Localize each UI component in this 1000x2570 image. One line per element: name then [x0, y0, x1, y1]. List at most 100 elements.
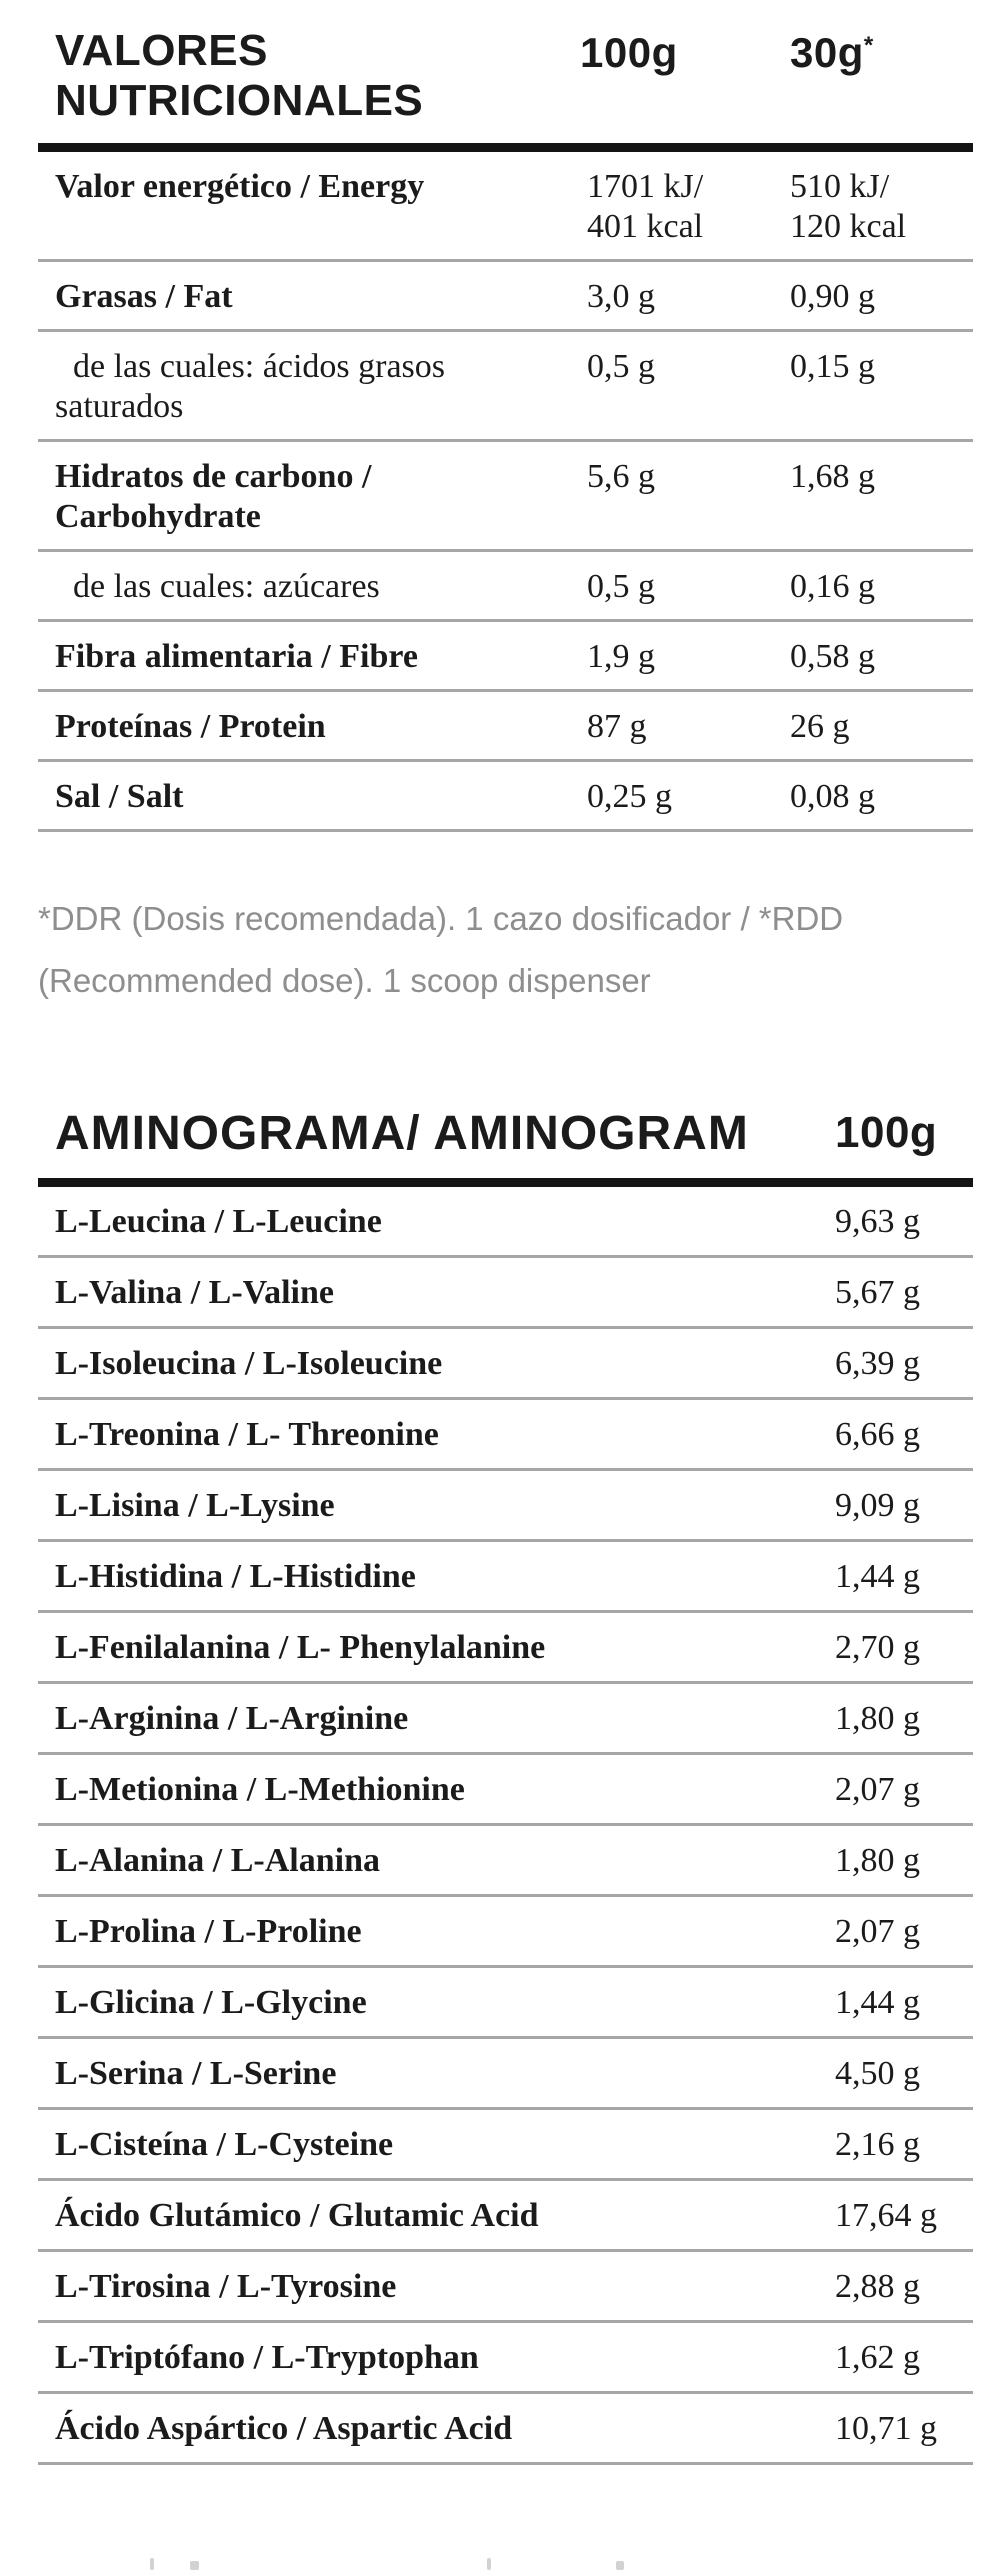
row-label: Grasas / Fat: [55, 278, 233, 315]
amino-table-row: L-Fenilalanina / L- Phenylalanine 2,70 g: [38, 1613, 973, 1684]
amino-row-value-100g: 1,80 g: [835, 1700, 920, 1737]
asterisk-footnote-marker: *: [863, 32, 874, 59]
row-value-100g: 0,25 g: [587, 777, 790, 817]
amino-table-row: L-Leucina / L-Leucine 9,63 g: [38, 1187, 973, 1258]
row-value-30g: 0,58 g: [790, 637, 973, 677]
row-value-30g: 26 g: [790, 707, 973, 747]
row-label: Hidratos de carbono / Carbohydrate: [55, 458, 372, 535]
amino-row-label: L-Histidina / L-Histidine: [55, 1558, 416, 1595]
amino-row-value-100g: 4,50 g: [835, 2055, 920, 2092]
value-line: 87 g: [587, 708, 647, 745]
amino-row-label: Ácido Aspártico / Aspartic Acid: [55, 2410, 513, 2447]
column-header-100g: 100g: [580, 29, 678, 76]
amino-table-row: L-Valina / L-Valine 5,67 g: [38, 1258, 973, 1329]
amino-table-row: L-Histidina / L-Histidine 1,44 g: [38, 1542, 973, 1613]
value-line: 510 kJ/: [790, 168, 890, 205]
table-top-rule: [38, 143, 973, 152]
nutrition-title-line1: VALORES: [55, 26, 268, 75]
nutrition-rows: Valor energético / Energy 1701 kJ/401 kc…: [38, 152, 973, 832]
amino-row-label: L-Serina / L-Serine: [55, 2055, 337, 2092]
amino-row-label: L-Isoleucina / L-Isoleucine: [55, 1345, 443, 1382]
table-row: Hidratos de carbono / Carbohydrate 5,6 g…: [38, 442, 973, 552]
amino-row-value-100g: 6,66 g: [835, 1416, 920, 1453]
amino-table-row: L-Isoleucina / L-Isoleucine 6,39 g: [38, 1329, 973, 1400]
amino-table-row: L-Arginina / L-Arginine 1,80 g: [38, 1684, 973, 1755]
amino-table-row: L-Tirosina / L-Tyrosine 2,88 g: [38, 2252, 973, 2323]
amino-table-row: L-Lisina / L-Lysine 9,09 g: [38, 1471, 973, 1542]
amino-row-label: L-Glicina / L-Glycine: [55, 1984, 367, 2021]
amino-row-value-100g: 1,62 g: [835, 2339, 920, 2376]
value-line: 0,58 g: [790, 638, 875, 675]
amino-row-label: L-Leucina / L-Leucine: [55, 1203, 382, 1240]
amino-row-value-100g: 1,44 g: [835, 1558, 920, 1595]
table-row: Sal / Salt 0,25 g 0,08 g: [38, 762, 973, 832]
row-label: Sal / Salt: [55, 778, 184, 815]
amino-table-row: L-Glicina / L-Glycine 1,44 g: [38, 1968, 973, 2039]
row-value-30g: 0,08 g: [790, 777, 973, 817]
nutrition-table-title: VALORES NUTRICIONALES: [38, 26, 973, 126]
row-label: Fibra alimentaria / Fibre: [55, 638, 418, 675]
amino-row-value-100g: 2,16 g: [835, 2126, 920, 2163]
value-line: 0,25 g: [587, 778, 672, 815]
amino-row-label: L-Fenilalanina / L- Phenylalanine: [55, 1629, 546, 1666]
amino-table-row: Ácido Aspártico / Aspartic Acid 10,71 g: [38, 2394, 973, 2465]
table-row: Grasas / Fat 3,0 g 0,90 g: [38, 262, 973, 332]
amino-row-value-100g: 9,09 g: [835, 1487, 920, 1524]
amino-row-label: L-Tirosina / L-Tyrosine: [55, 2268, 397, 2305]
row-value-100g: 1,9 g: [587, 637, 790, 677]
row-value-100g: 5,6 g: [587, 457, 790, 537]
amino-row-value-100g: 17,64 g: [835, 2197, 937, 2234]
row-value-100g: 0,5 g: [587, 567, 790, 607]
value-line: 1701 kJ/: [587, 168, 704, 205]
amino-row-label: L-Treonina / L- Threonine: [55, 1416, 439, 1453]
column-header-30g-amount: 30g: [790, 29, 864, 76]
amino-row-label: L-Valina / L-Valine: [55, 1274, 335, 1311]
amino-row-label: L-Arginina / L-Arginine: [55, 1700, 409, 1737]
row-label: Proteínas / Protein: [55, 708, 326, 745]
amino-row-value-100g: 2,88 g: [835, 2268, 920, 2305]
recommended-dose-footnote: *DDR (Dosis recomendada). 1 cazo dosific…: [38, 900, 844, 999]
value-line: 1,9 g: [587, 638, 655, 675]
row-value-30g: 510 kJ/120 kcal: [790, 167, 973, 247]
value-line: 0,5 g: [587, 348, 655, 385]
amino-row-label: L-Prolina / L-Proline: [55, 1913, 362, 1950]
row-value-30g: 0,16 g: [790, 567, 973, 607]
amino-table-top-rule: [38, 1178, 973, 1187]
amino-table-header: AMINOGRAMA/ AMINOGRAM 100g: [38, 1106, 973, 1178]
value-line: 120 kcal: [790, 208, 907, 245]
amino-row-value-100g: 5,67 g: [835, 1274, 920, 1311]
nutrition-table-header: VALORES NUTRICIONALES 100g 30g*: [38, 0, 973, 143]
amino-table-row: L-Treonina / L- Threonine 6,66 g: [38, 1400, 973, 1471]
amino-table-row: Ácido Glutámico / Glutamic Acid 17,64 g: [38, 2181, 973, 2252]
cutoff-print-artifact: [150, 2558, 154, 2570]
amino-row-value-100g: 9,63 g: [835, 1203, 920, 1240]
amino-column-header-100g: 100g: [835, 1108, 938, 1157]
cutoff-print-artifact: [190, 2561, 199, 2570]
value-line: 401 kcal: [587, 208, 704, 245]
amino-row-label: L-Cisteína / L-Cysteine: [55, 2126, 394, 2163]
value-line: 26 g: [790, 708, 850, 745]
amino-row-value-100g: 2,70 g: [835, 1629, 920, 1666]
amino-rows: L-Leucina / L-Leucine 9,63 g L-Valina / …: [38, 1187, 973, 2465]
amino-table-row: L-Alanina / L-Alanina 1,80 g: [38, 1826, 973, 1897]
row-label: de las cuales: azúcares: [73, 568, 380, 605]
amino-row-value-100g: 2,07 g: [835, 1913, 920, 1950]
row-value-30g: 1,68 g: [790, 457, 973, 537]
row-label: Valor energético / Energy: [55, 168, 425, 205]
amino-table-row: L-Cisteína / L-Cysteine 2,16 g: [38, 2110, 973, 2181]
row-value-100g: 0,5 g: [587, 347, 790, 427]
amino-row-value-100g: 10,71 g: [835, 2410, 937, 2447]
table-row: Proteínas / Protein 87 g 26 g: [38, 692, 973, 762]
amino-row-label: L-Alanina / L-Alanina: [55, 1842, 380, 1879]
table-row: Valor energético / Energy 1701 kJ/401 kc…: [38, 152, 973, 262]
row-value-30g: 0,90 g: [790, 277, 973, 317]
value-line: 0,16 g: [790, 568, 875, 605]
amino-row-value-100g: 1,80 g: [835, 1842, 920, 1879]
nutrition-title-line2: NUTRICIONALES: [55, 76, 424, 125]
table-row: de las cuales: azúcares 0,5 g 0,16 g: [38, 552, 973, 622]
value-line: 1,68 g: [790, 458, 875, 495]
cutoff-print-artifact: [487, 2558, 491, 2570]
amino-table-row: L-Prolina / L-Proline 2,07 g: [38, 1897, 973, 1968]
amino-row-value-100g: 1,44 g: [835, 1984, 920, 2021]
